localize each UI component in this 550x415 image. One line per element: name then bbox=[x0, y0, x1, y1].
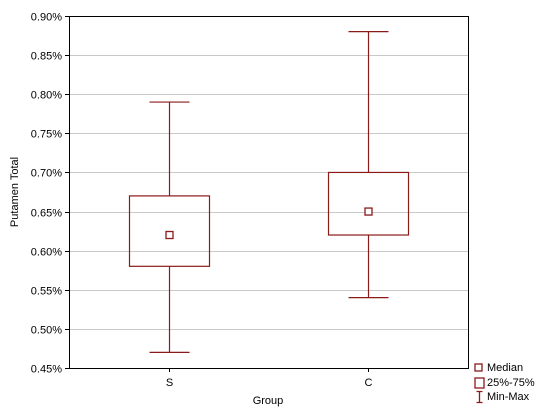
box-series bbox=[128, 31, 410, 353]
x-tick-label: C bbox=[365, 377, 373, 389]
legend-label-quartiles: 25%-75% bbox=[487, 377, 535, 389]
y-axis-label: Putamen Total bbox=[9, 157, 21, 227]
y-tick-label: 0.60% bbox=[31, 247, 62, 259]
grid-lines bbox=[69, 55, 468, 330]
legend-item-quartiles: 25%-75% bbox=[474, 377, 535, 389]
quartile-box bbox=[128, 195, 211, 267]
median-marker bbox=[165, 230, 174, 240]
legend-label-minmax: Min-Max bbox=[487, 391, 530, 403]
y-tick-label: 0.55% bbox=[31, 286, 62, 298]
y-tick-label: 0.90% bbox=[31, 12, 62, 24]
legend-item-minmax: Min-Max bbox=[476, 390, 530, 404]
y-tick-label: 0.65% bbox=[31, 208, 62, 220]
y-tick-label: 0.45% bbox=[31, 364, 62, 376]
quartile-box-symbol-icon bbox=[474, 377, 485, 389]
y-tick-label: 0.75% bbox=[31, 129, 62, 141]
y-tick-label: 0.80% bbox=[31, 90, 62, 102]
plot-frame bbox=[69, 16, 469, 369]
box-C bbox=[327, 31, 410, 299]
median-marker bbox=[364, 207, 373, 216]
x-tick-label: S bbox=[166, 377, 173, 389]
legend-label-median: Median bbox=[487, 362, 523, 374]
y-tick-label: 0.50% bbox=[31, 325, 62, 337]
median-symbol-icon bbox=[474, 363, 483, 372]
box-S bbox=[128, 101, 211, 353]
x-axis-label: Group bbox=[253, 395, 284, 407]
legend-item-median: Median bbox=[474, 362, 523, 374]
quartile-box bbox=[327, 171, 410, 236]
y-tick-label: 0.70% bbox=[31, 168, 62, 180]
y-axis-ticks: 0.45% 0.50% 0.55% 0.60% 0.65% 0.70% 0.75% 0.80%… bbox=[31, 12, 69, 376]
legend: Median 25%-75% Min-Max bbox=[474, 362, 535, 404]
whisker-symbol-icon bbox=[476, 390, 483, 404]
y-tick-label: 0.85% bbox=[31, 51, 62, 63]
